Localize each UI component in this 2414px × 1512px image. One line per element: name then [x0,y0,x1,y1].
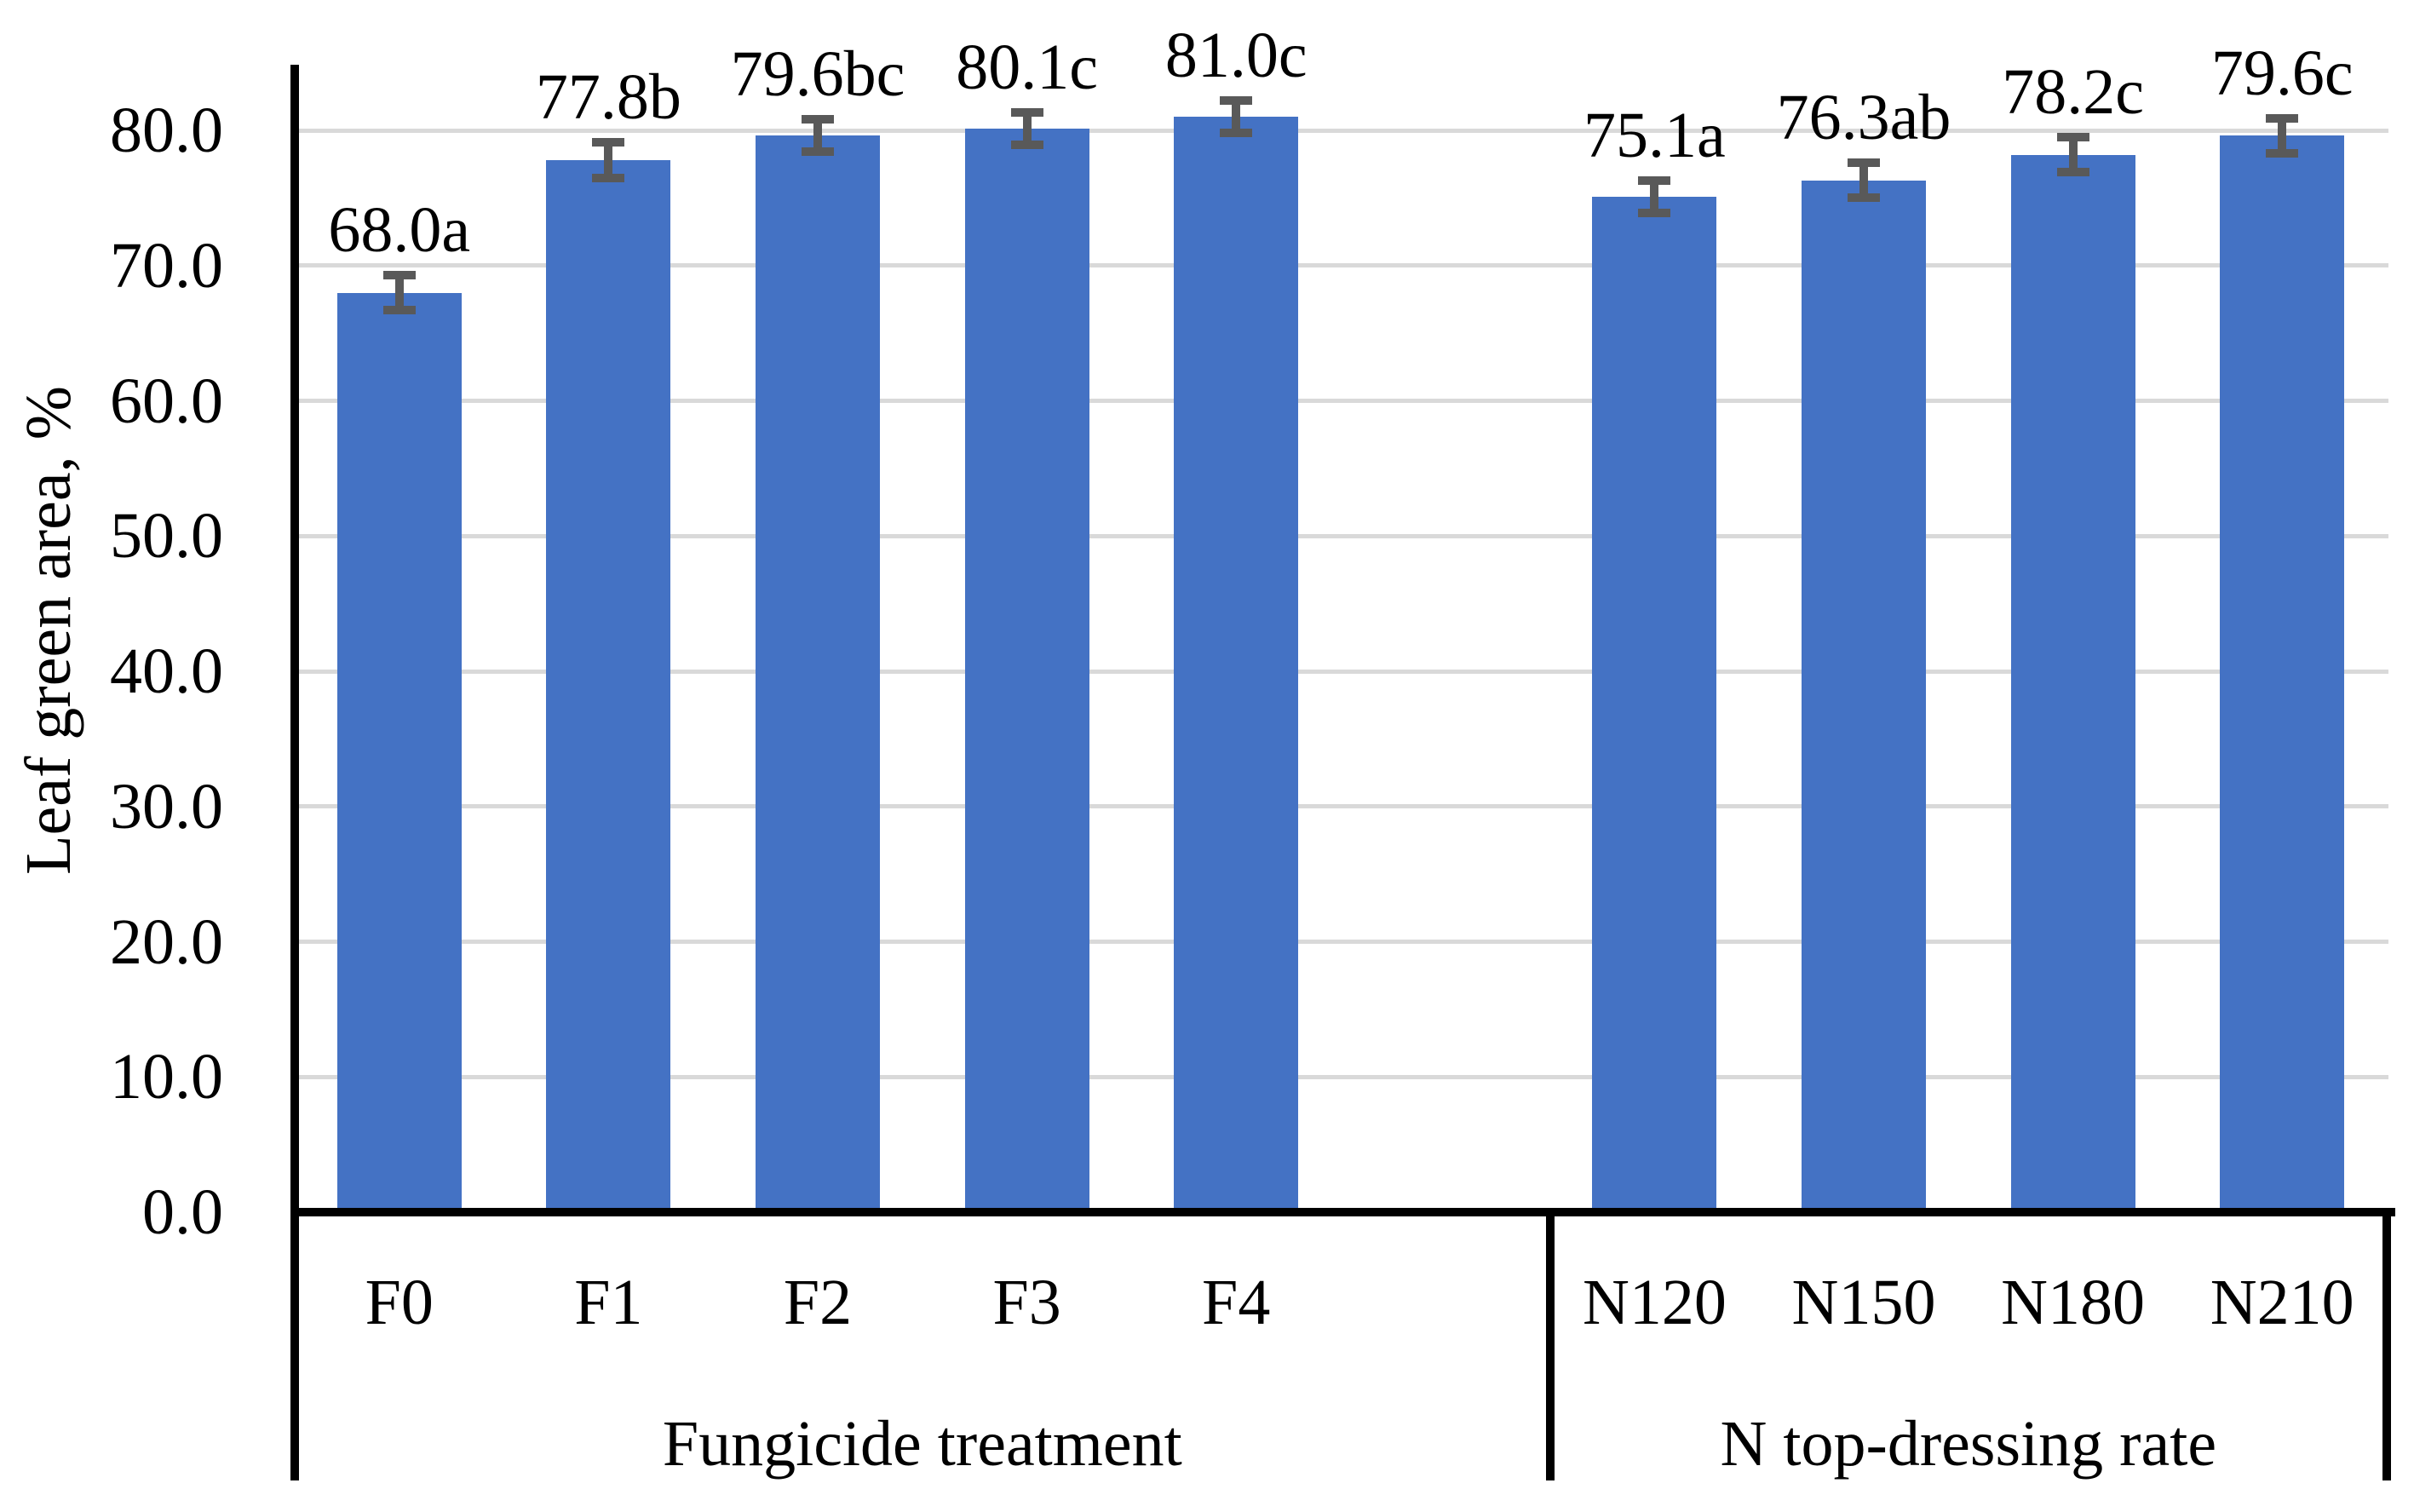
category-label-N180: N180 [2001,1267,2146,1338]
y-tick-label-10.0: 10.0 [110,1041,223,1113]
gridline-50 [295,533,2388,538]
error-bar-bottom-cap-N150 [1848,193,1880,203]
y-tick-label-40.0: 40.0 [110,635,223,707]
error-bar-top-cap-F3 [1010,108,1043,118]
gridline-30 [295,804,2388,809]
bar-value-label-F0: 68.0a [328,193,471,266]
category-label-N210: N210 [2210,1267,2354,1338]
category-label-F4: F4 [1202,1267,1271,1338]
error-bar-top-cap-N150 [1848,158,1880,168]
bar-value-label-F4: 81.0c [1164,20,1308,92]
category-label-N150: N150 [1791,1267,1936,1338]
gridline-40 [295,669,2388,674]
error-bar-line-F4 [1232,101,1241,134]
category-label-F0: F0 [365,1267,434,1338]
bar-value-label-N120: 75.1a [1583,99,1726,171]
bar-value-label-F2: 79.6bc [730,38,905,111]
error-bar-bottom-cap-F2 [802,147,834,157]
error-bar-line-N150 [1859,163,1868,198]
gridline-80 [295,128,2388,133]
bar-value-label-F3: 80.1c [956,32,1098,104]
error-bar-line-F3 [1022,112,1032,146]
bar-value-label-N150: 76.3ab [1776,82,1951,154]
category-label-F1: F1 [574,1267,643,1338]
y-tick-label-80.0: 80.0 [110,95,223,166]
gridline-20 [295,940,2388,944]
bar-F4 [1174,117,1299,1212]
bar-value-label-N210: 79.6c [2210,37,2354,109]
error-bar-bottom-cap-F4 [1220,129,1253,138]
error-bar-line-F0 [394,274,404,311]
category-label-F2: F2 [783,1267,853,1338]
error-bar-bottom-cap-N180 [2056,168,2089,177]
bar-F3 [964,129,1089,1212]
bar-N150 [1802,180,1926,1212]
y-tick-label-70.0: 70.0 [110,229,223,302]
error-bar-bottom-cap-F1 [592,173,625,182]
bar-F0 [336,292,462,1212]
category-label-N120: N120 [1582,1267,1727,1338]
error-bar-line-N210 [2278,118,2287,153]
bar-value-label-N180: 78.2c [2002,55,2144,128]
y-tick-label-50.0: 50.0 [110,500,223,572]
bar-F2 [756,135,880,1212]
group-separator-line [1545,1212,1555,1480]
bar-N210 [2220,135,2345,1212]
error-bar-top-cap-F2 [802,115,834,124]
bar-value-label-F1: 77.8b [535,61,681,134]
x-axis-line [290,1208,2395,1216]
group-label-1: N top-dressing rate [1720,1408,2217,1480]
bar-N120 [1592,196,1717,1212]
category-box-right-border-line [2382,1212,2391,1480]
y-axis-line [290,65,299,1480]
error-bar-top-cap-F1 [592,138,625,147]
y-tick-label-20.0: 20.0 [110,905,223,978]
category-label-F3: F3 [992,1267,1061,1338]
bar-F1 [546,159,671,1212]
error-bar-line-N120 [1650,180,1659,213]
y-tick-label-0.0: 0.0 [142,1176,223,1248]
group-label-0: Fungicide treatment [662,1408,1182,1480]
error-bar-line-F2 [813,119,822,152]
gridline-60 [295,399,2388,403]
error-bar-bottom-cap-F0 [382,306,416,315]
error-bar-bottom-cap-N120 [1638,208,1671,217]
error-bar-line-F1 [604,142,613,178]
error-bar-top-cap-N210 [2266,113,2299,123]
error-bar-top-cap-N120 [1638,175,1671,185]
y-tick-label-30.0: 30.0 [110,770,223,842]
error-bar-bottom-cap-N210 [2266,148,2299,158]
y-tick-label-60.0: 60.0 [110,365,223,437]
gridline-10 [295,1074,2388,1079]
error-bar-line-N180 [2068,136,2078,173]
error-bar-top-cap-F0 [382,270,416,279]
error-bar-top-cap-F4 [1220,96,1253,106]
error-bar-bottom-cap-F3 [1010,141,1043,150]
bar-N180 [2010,154,2135,1212]
gridline-70 [295,263,2388,268]
error-bar-top-cap-N180 [2056,132,2089,141]
